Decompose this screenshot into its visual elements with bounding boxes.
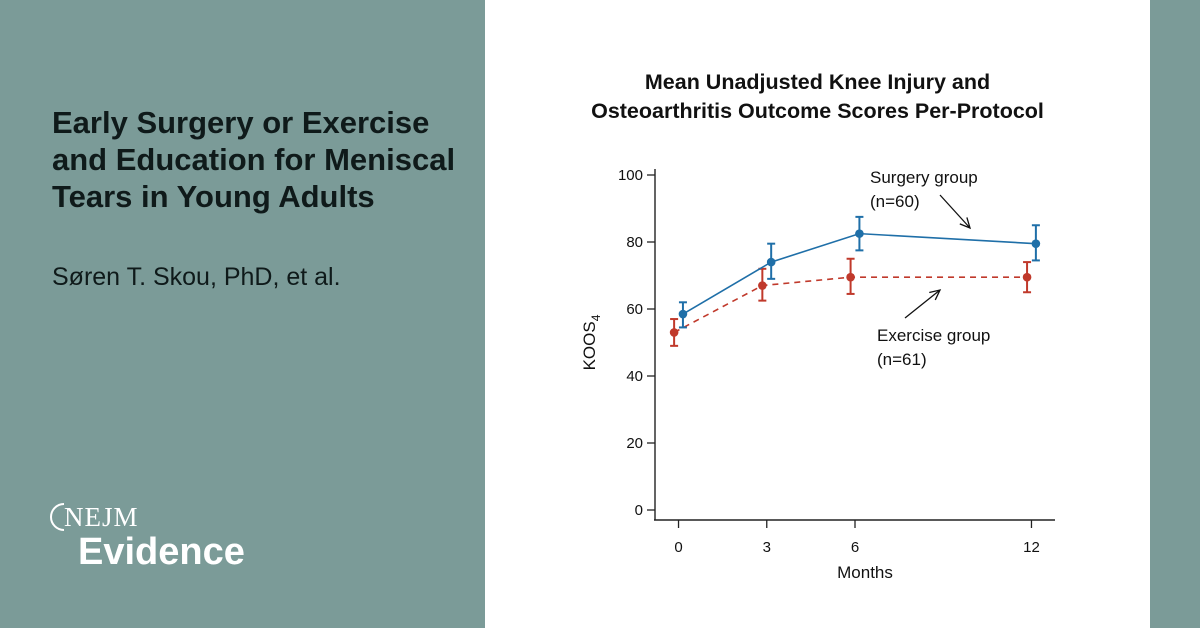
x-tick-label-12: 12	[1023, 539, 1040, 556]
surgery-group-point-6	[855, 229, 864, 238]
logo-nejm-text: NEJM	[64, 501, 139, 532]
chart-title-line-1: Mean Unadjusted Knee Injury and	[644, 70, 991, 94]
exercise-arrow-shaft	[904, 289, 941, 319]
article-authors: Søren T. Skou, PhD, et al.	[52, 263, 341, 291]
y-axis-title-main: KOOS	[580, 321, 599, 370]
surgery-group-point-3	[766, 257, 776, 267]
exercise-group-line	[673, 276, 1028, 334]
chart-title: Mean Unadjusted Knee Injury and Osteoart…	[485, 68, 1150, 126]
exercise-group-point-0	[669, 328, 679, 337]
exercise-group-point-6	[846, 272, 855, 282]
surgery-arrow-shaft	[939, 194, 971, 229]
x-axis-title: Months	[837, 563, 893, 582]
exercise-group-label: Exercise group	[877, 326, 990, 345]
y-tick-label-100: 100	[618, 167, 643, 184]
y-tick-label-60: 60	[626, 301, 643, 318]
surgery-group-line	[682, 232, 1036, 315]
y-axis-title-subscript: 4	[589, 314, 603, 321]
surgery-group-label: Surgery group	[870, 168, 978, 187]
x-tick-label-0: 0	[674, 539, 682, 556]
logo-wordmark-top: NEJM	[50, 500, 245, 534]
surgery-group-point-0	[678, 309, 688, 319]
logo-evidence-text: Evidence	[78, 531, 245, 573]
y-tick-label-80: 80	[626, 234, 643, 251]
chart-title-line-2: Osteoarthritis Outcome Scores Per-Protoc…	[591, 99, 1044, 123]
exercise-arrow-head	[929, 289, 942, 301]
surgery-arrow-head	[959, 217, 972, 230]
surgery-group-n-label: (n=60)	[870, 192, 920, 211]
right-edge-panel	[1150, 0, 1200, 628]
y-axis-title: KOOS4	[580, 314, 603, 370]
exercise-group-point-12	[1022, 272, 1032, 282]
surgery-group-point-12	[1031, 239, 1041, 248]
article-title: Early Surgery or Exercise and Education …	[52, 105, 456, 214]
left-panel	[0, 0, 485, 628]
nejm-evidence-logo: NEJM Evidence	[50, 500, 245, 572]
x-tick-label-6: 6	[851, 539, 859, 556]
y-tick-label-40: 40	[626, 368, 643, 385]
koos-line-chart: 0 20 40 60 80 100 0 3 6 12 Months KOOS4 Surgery grou…	[580, 167, 1055, 582]
exercise-group-point-3	[758, 281, 767, 290]
x-tick-label-3: 3	[763, 539, 771, 556]
chart-card: Mean Unadjusted Knee Injury and Osteoart…	[485, 0, 1150, 628]
y-tick-label-20: 20	[626, 435, 643, 452]
exercise-group-n-label: (n=61)	[877, 350, 927, 369]
y-tick-label-0: 0	[635, 502, 643, 519]
